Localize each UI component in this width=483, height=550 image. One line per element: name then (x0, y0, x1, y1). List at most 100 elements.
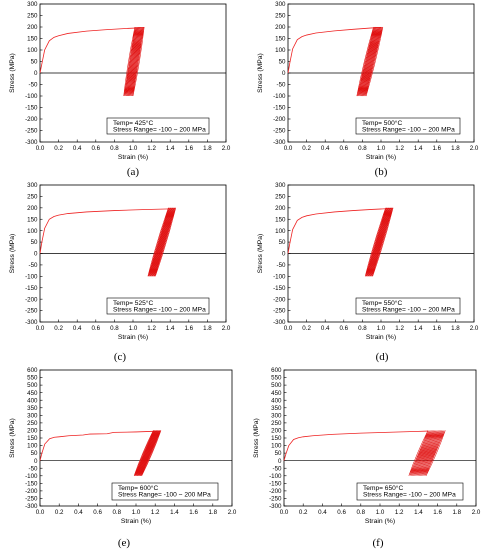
x-tick-label: 0.6 (339, 145, 348, 152)
hysteresis-loop (131, 26, 143, 97)
annotation-stress-range: Stress Range= -100 ~ 200 MPa (113, 127, 206, 134)
annotation-stress-range: Stress Range= -100 ~ 200 MPa (362, 307, 455, 314)
y-tick-label: 100 (27, 443, 38, 450)
x-tick-label: 0.8 (110, 325, 119, 332)
y-tick-label: -50 (277, 82, 287, 89)
hysteresis-loop (123, 26, 136, 97)
x-tick-label: 1.8 (208, 509, 217, 516)
y-tick-label: 0 (282, 70, 286, 77)
y-tick-label: 400 (27, 397, 38, 404)
y-tick-label: 150 (275, 216, 286, 223)
y-tick-label: 300 (271, 412, 282, 419)
y-tick-label: 450 (27, 390, 38, 397)
y-tick-label: 50 (279, 239, 286, 246)
annotation-temperature: Temp= 600°C (118, 484, 158, 492)
y-tick-label: 100 (275, 47, 286, 54)
y-tick-label: 250 (275, 194, 286, 201)
x-tick-label: 1.2 (147, 145, 156, 152)
x-tick-label: 1.0 (132, 509, 141, 516)
y-axis-label: Stress (MPa) (253, 418, 260, 458)
hysteresis-loop (359, 26, 377, 97)
hysteresis-loop (363, 26, 381, 97)
y-axis-label: Stress (MPa) (257, 234, 264, 274)
y-tick-label: -200 (25, 488, 38, 495)
hysteresis-loop (360, 26, 379, 97)
y-tick-label: 200 (27, 24, 38, 31)
annotation-temperature: Temp= 500°C (362, 119, 402, 127)
hysteresis-loop (132, 26, 145, 97)
x-tick-label: 0.6 (93, 509, 102, 516)
annotation-temperature: Temp= 525°C (113, 299, 153, 307)
x-tick-label: 2.0 (470, 145, 479, 152)
y-tick-label: 0 (34, 251, 38, 258)
x-tick-label: 0.8 (356, 509, 365, 516)
chart-panel-d: 300 250 200 150 100 50 0 -50 -100 -150 -200 -250 -30… (257, 182, 479, 341)
x-tick-label: 1.4 (414, 145, 423, 152)
y-tick-label: 600 (27, 367, 38, 374)
hysteresis-loop (124, 26, 136, 97)
y-tick-label: 350 (27, 405, 38, 412)
y-tick-label: -300 (25, 319, 38, 326)
annotation-stress-range: Stress Range= -100 ~ 200 MPa (362, 127, 455, 134)
x-tick-label: 1.0 (129, 325, 138, 332)
x-tick-label: 1.4 (166, 325, 175, 332)
panel-caption: (b) (375, 166, 388, 178)
y-tick-label: 500 (27, 382, 38, 389)
hysteresis-loop (131, 26, 144, 97)
y-tick-label: 250 (27, 194, 38, 201)
y-tick-label: -100 (273, 273, 286, 280)
y-tick-label: 100 (27, 228, 38, 235)
y-tick-label: -250 (25, 308, 38, 315)
x-tick-label: 1.4 (170, 509, 179, 516)
y-tick-label: 450 (271, 390, 282, 397)
annotation-frame (355, 117, 461, 135)
y-tick-label: 250 (275, 13, 286, 20)
chart-panel-b: 300 250 200 150 100 50 0 -50 -100 -150 -200 -250 -30… (257, 1, 479, 161)
y-tick-label: -50 (277, 262, 287, 269)
hysteresis-loop (125, 26, 138, 97)
y-tick-label: 350 (271, 405, 282, 412)
hysteresis-loop (130, 26, 142, 97)
annotation-stress-range: Stress Range= -100 ~ 200 MPa (118, 492, 211, 499)
y-tick-label: -250 (25, 128, 38, 135)
x-tick-label: 1.8 (451, 325, 460, 332)
x-tick-label: 0.8 (358, 325, 367, 332)
x-tick-label: 0.8 (110, 145, 119, 152)
x-tick-label: 1.6 (432, 145, 441, 152)
y-tick-label: 300 (27, 182, 38, 189)
x-axis-label: Strain (%) (118, 154, 148, 161)
y-tick-label: -150 (25, 480, 38, 487)
hysteresis-loop (371, 207, 393, 277)
y-tick-label: -250 (269, 496, 282, 503)
y-axis-label: Stress (MPa) (257, 53, 264, 93)
loading-curve (39, 208, 175, 254)
loading-curve (39, 27, 145, 74)
y-tick-label: 300 (27, 1, 38, 8)
x-tick-label: 1.6 (432, 325, 441, 332)
annotation-temperature: Temp= 650°C (363, 484, 403, 492)
y-tick-label: -50 (29, 262, 39, 269)
hysteresis-loop (127, 26, 140, 97)
y-tick-label: -200 (273, 296, 286, 303)
annotation-frame (111, 482, 219, 501)
x-tick-label: 1.2 (395, 145, 404, 152)
x-tick-label: 0.4 (318, 509, 327, 516)
hysteresis-loop (365, 26, 383, 97)
hysteresis-loop (154, 207, 176, 277)
y-tick-label: -100 (25, 93, 38, 100)
y-tick-label: 250 (27, 420, 38, 427)
y-tick-label: -250 (25, 496, 38, 503)
hysteresis-loop (126, 26, 139, 97)
y-tick-label: 300 (275, 1, 286, 8)
y-tick-label: -150 (25, 285, 38, 292)
x-tick-label: 1.4 (414, 325, 423, 332)
x-axis-label: Strain (%) (366, 334, 396, 341)
x-tick-label: 0.4 (321, 325, 330, 332)
x-tick-label: 1.2 (395, 509, 404, 516)
